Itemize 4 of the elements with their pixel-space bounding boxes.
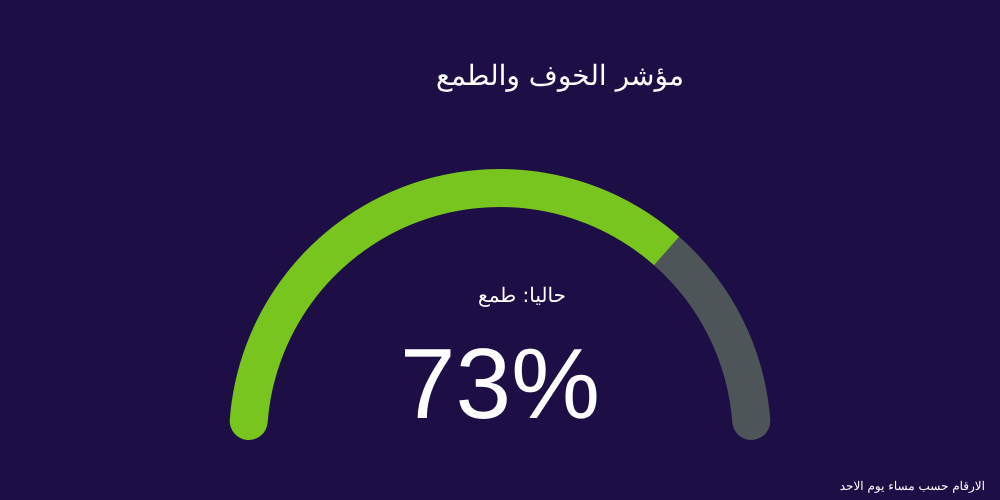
chart-title: مؤشر الخوف والطمع <box>436 59 684 92</box>
text: حاليا: طمع <box>478 283 566 307</box>
text: الارقام حسب مساء يوم الاحد <box>840 479 985 493</box>
data-label: 73% <box>400 328 600 440</box>
